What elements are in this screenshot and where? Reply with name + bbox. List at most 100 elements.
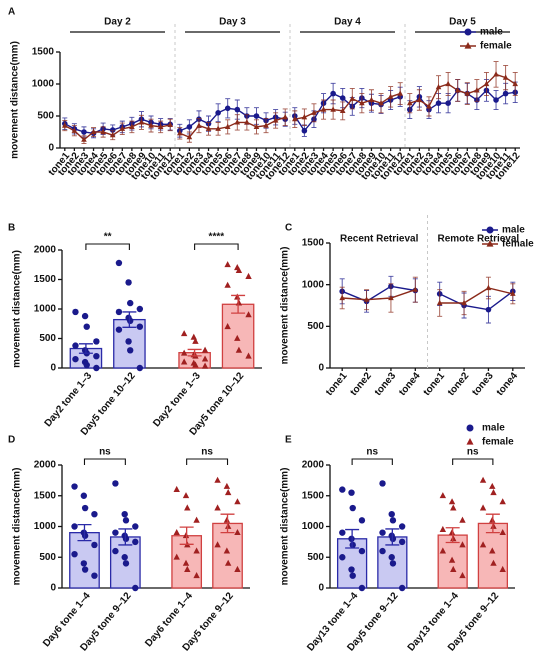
data-point bbox=[93, 364, 100, 372]
data-point bbox=[235, 266, 243, 274]
data-point bbox=[72, 355, 79, 363]
y-axis-label: movement distance(mm) bbox=[12, 468, 23, 586]
data-point bbox=[311, 109, 317, 115]
series-line bbox=[179, 116, 286, 138]
legend-marker bbox=[466, 437, 474, 445]
data-point bbox=[224, 488, 232, 496]
data-point bbox=[235, 299, 243, 306]
group-label: Day 2 bbox=[104, 17, 131, 28]
data-point bbox=[301, 114, 308, 120]
significance-label: ns bbox=[366, 447, 378, 458]
data-point bbox=[72, 342, 79, 349]
panel-letter: A bbox=[8, 7, 15, 18]
data-point bbox=[479, 541, 487, 548]
legend-label: male bbox=[480, 27, 503, 38]
panel-letter: D bbox=[8, 435, 15, 446]
data-point bbox=[127, 317, 134, 324]
y-tick-label: 1000 bbox=[34, 304, 57, 315]
group-label: Day 4 bbox=[334, 17, 361, 28]
data-point bbox=[112, 547, 119, 555]
data-point bbox=[184, 565, 191, 572]
series-line bbox=[179, 107, 286, 132]
legend-label: female bbox=[482, 437, 514, 448]
data-point bbox=[214, 541, 221, 548]
error-bar bbox=[179, 526, 194, 545]
series-line bbox=[409, 73, 516, 108]
data-point bbox=[138, 119, 145, 125]
data-point bbox=[368, 96, 375, 103]
data-point bbox=[81, 129, 87, 135]
series-line bbox=[409, 89, 516, 111]
data-point bbox=[379, 547, 386, 555]
error-bar bbox=[118, 528, 133, 546]
data-point bbox=[479, 476, 487, 483]
data-point bbox=[192, 361, 199, 368]
y-tick-label: 1500 bbox=[302, 490, 325, 501]
data-point bbox=[71, 127, 78, 133]
data-point bbox=[234, 498, 241, 505]
data-point bbox=[379, 480, 386, 487]
data-point bbox=[499, 498, 506, 505]
data-point bbox=[512, 80, 519, 87]
data-point bbox=[186, 133, 193, 140]
data-point bbox=[339, 554, 346, 561]
data-point bbox=[90, 128, 97, 135]
data-point bbox=[224, 323, 231, 330]
data-point bbox=[245, 272, 252, 279]
data-point bbox=[136, 364, 144, 372]
data-point bbox=[91, 541, 98, 549]
significance-label: **** bbox=[209, 232, 225, 243]
series-line bbox=[439, 290, 514, 311]
legend-marker bbox=[464, 41, 472, 49]
data-point bbox=[112, 480, 119, 487]
data-point bbox=[235, 346, 243, 353]
data-point bbox=[464, 90, 471, 96]
y-tick-label: 1500 bbox=[302, 238, 325, 249]
data-point bbox=[234, 119, 241, 125]
x-tick-label: tone2 bbox=[446, 370, 472, 398]
series-line bbox=[294, 92, 401, 120]
significance-label: ns bbox=[99, 447, 111, 458]
data-point bbox=[223, 547, 231, 554]
data-point bbox=[489, 547, 496, 554]
legend-marker bbox=[486, 239, 494, 247]
data-point bbox=[61, 122, 68, 128]
data-point bbox=[121, 554, 128, 561]
y-tick-label: 0 bbox=[50, 583, 56, 594]
y-tick-label: 1500 bbox=[34, 490, 57, 501]
y-tick-label: 1500 bbox=[32, 47, 55, 58]
data-point bbox=[493, 71, 499, 77]
data-point bbox=[81, 136, 87, 142]
data-point bbox=[439, 492, 447, 499]
panel-letter: E bbox=[285, 435, 292, 446]
data-point bbox=[436, 299, 443, 306]
data-point bbox=[223, 482, 231, 489]
data-point bbox=[339, 107, 346, 113]
data-point bbox=[109, 131, 116, 138]
data-point bbox=[459, 572, 466, 579]
y-tick-label: 0 bbox=[318, 363, 324, 374]
data-point bbox=[234, 106, 241, 113]
data-point bbox=[214, 476, 221, 483]
y-axis-label: movement distance(mm) bbox=[280, 468, 291, 586]
legend-label: male bbox=[502, 225, 525, 236]
data-point bbox=[121, 511, 128, 518]
x-tick-label: tone1 bbox=[421, 370, 447, 398]
data-point bbox=[112, 529, 119, 536]
y-tick-label: 500 bbox=[307, 552, 324, 563]
data-point bbox=[363, 296, 370, 302]
panel-letter: B bbox=[8, 223, 15, 234]
data-point bbox=[93, 338, 100, 345]
data-point bbox=[81, 312, 89, 320]
legend-label: female bbox=[480, 41, 512, 52]
data-point bbox=[91, 572, 98, 579]
data-point bbox=[490, 488, 497, 496]
data-point bbox=[215, 125, 221, 131]
data-point bbox=[389, 560, 397, 567]
data-point bbox=[190, 333, 197, 340]
y-tick-label: 2000 bbox=[302, 460, 325, 471]
data-point bbox=[388, 554, 395, 561]
data-point bbox=[330, 90, 336, 97]
significance-bracket bbox=[452, 458, 494, 465]
